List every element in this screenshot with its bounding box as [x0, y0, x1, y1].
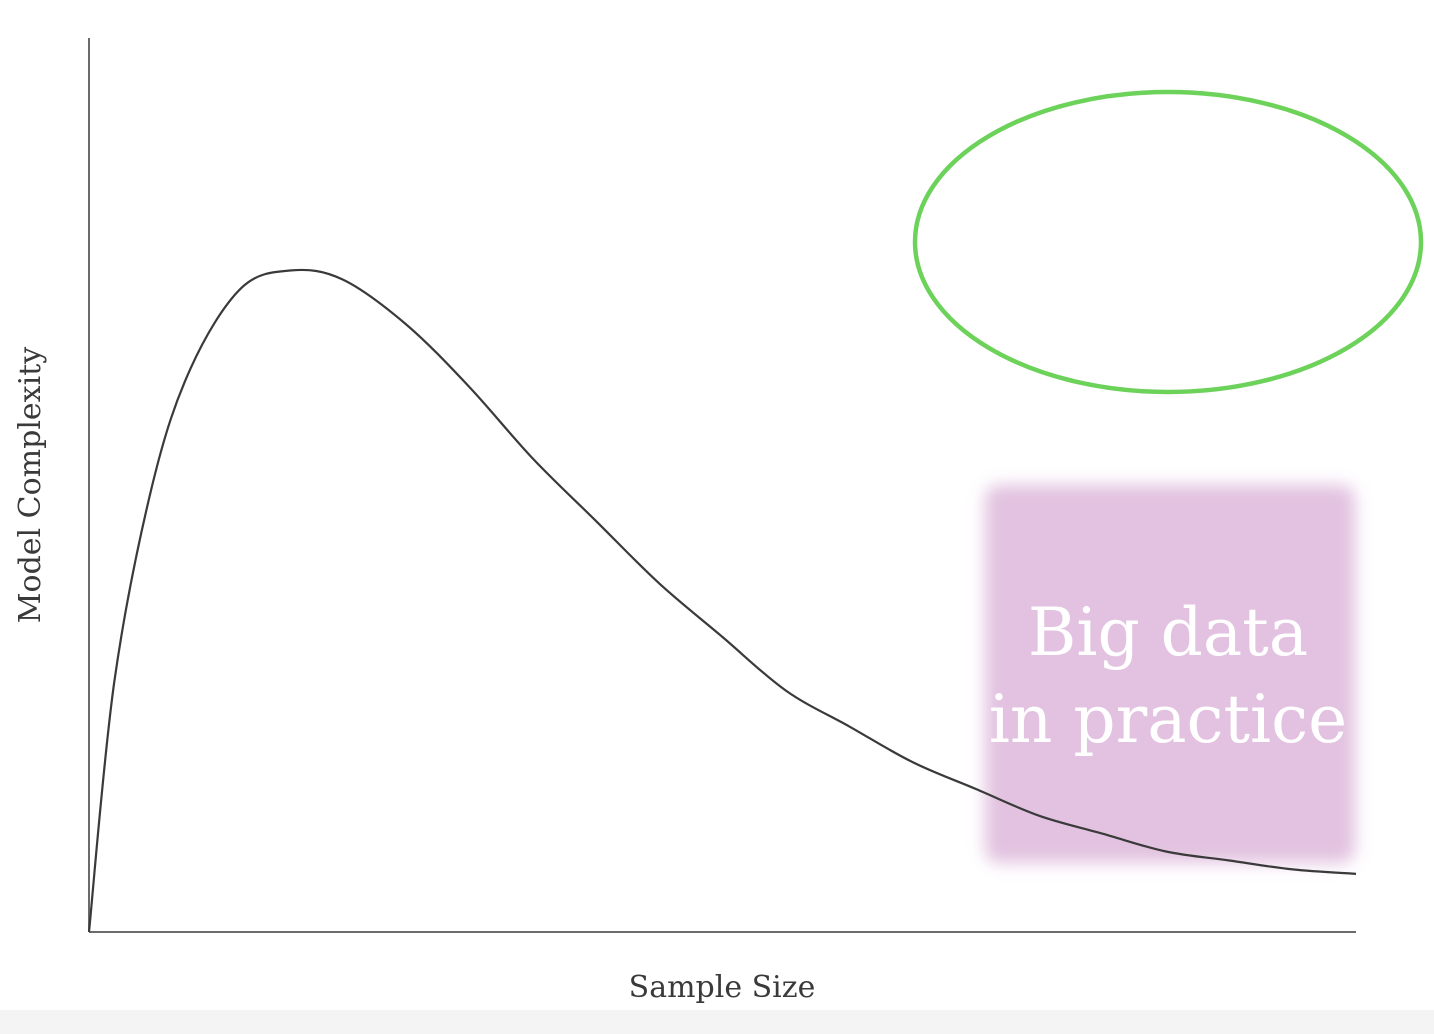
callout-box: Big data in practice	[985, 485, 1355, 863]
footer-strip	[0, 1010, 1434, 1034]
callout-text-line-1: Big data	[1028, 594, 1308, 671]
series-line-0	[87, 268, 1357, 933]
callout-text-line-2: in practice	[989, 681, 1347, 758]
callout-background	[985, 485, 1355, 863]
y-axis-label: Model Complexity	[13, 347, 48, 623]
x-axis-label: Sample Size	[629, 970, 816, 1005]
highlight-ellipse	[912, 89, 1424, 395]
